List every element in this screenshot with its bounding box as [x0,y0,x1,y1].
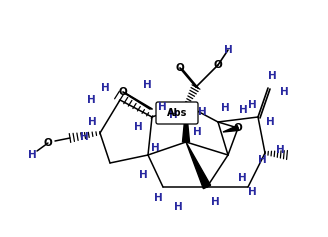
Text: H: H [211,197,219,207]
Text: H: H [248,187,256,197]
Text: H: H [88,117,96,127]
Text: H: H [248,100,256,110]
Text: O: O [214,60,222,70]
Text: H: H [237,173,246,183]
Text: H: H [257,155,266,165]
Text: H: H [266,117,275,127]
Polygon shape [182,105,190,142]
Text: H: H [239,105,247,115]
Polygon shape [186,142,211,189]
Text: H: H [80,132,88,142]
Text: Abs: Abs [167,108,187,118]
Text: H: H [101,83,109,93]
Text: H: H [169,110,177,120]
Text: H: H [151,143,159,153]
Text: H: H [268,71,277,81]
Text: H: H [193,127,201,137]
Text: H: H [174,202,182,212]
Text: O: O [175,63,184,73]
Text: H: H [280,87,288,97]
Text: H: H [139,170,147,180]
Polygon shape [223,126,239,132]
Text: H: H [221,103,229,113]
Text: H: H [133,122,142,132]
Text: O: O [119,87,127,97]
Text: H: H [143,80,152,90]
Text: H: H [28,150,36,160]
Text: H: H [154,193,162,203]
Text: H: H [224,45,232,55]
Text: O: O [44,138,52,148]
FancyBboxPatch shape [156,102,198,124]
Text: H: H [276,145,284,155]
Text: H: H [198,107,206,117]
Text: O: O [234,123,242,133]
Text: H: H [87,95,95,105]
Text: H: H [158,102,166,112]
